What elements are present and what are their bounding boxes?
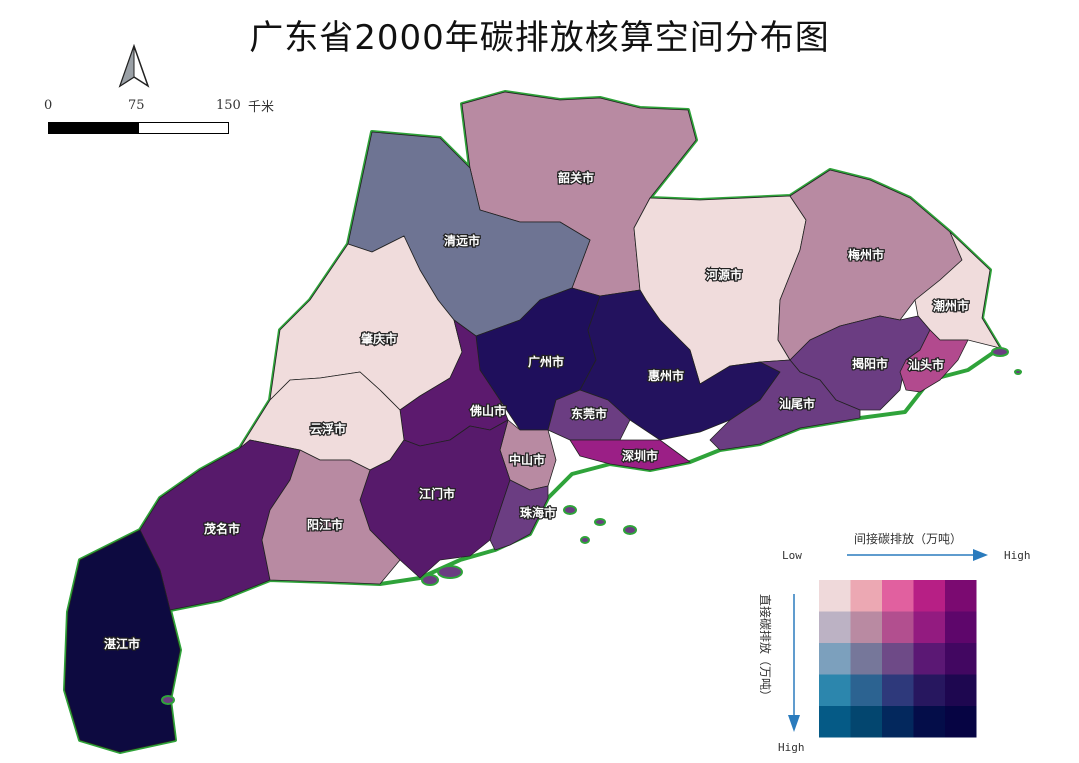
legend-grid [819,580,977,738]
legend-cell-r0-c1 [850,580,882,612]
label-guangzhou: 广州市 [528,354,564,369]
scale-bar-white [138,122,229,134]
label-qingyuan: 清远市 [444,233,480,248]
legend-cell-r4-c4 [945,706,977,738]
north-arrow-icon [118,44,150,88]
label-jieyang: 揭阳市 [852,356,888,371]
legend-cell-r3-c1 [850,674,882,706]
label-shenzhen: 深圳市 [622,448,658,463]
region-shantou [899,329,969,393]
label-shaoguan: 韶关市 [558,170,594,185]
legend-cell-r3-c4 [945,674,977,706]
legend-cell-r2-c3 [913,643,945,675]
legend-cell-r0-c3 [913,580,945,612]
legend-cell-r2-c2 [882,643,914,675]
label-zhuhai: 珠海市 [520,505,556,520]
legend-cell-r4-c3 [913,706,945,738]
legend-cell-r2-c1 [850,643,882,675]
scale-tick-150: 150 [216,98,241,113]
region-yangjiang [261,449,401,585]
legend-cell-r1-c0 [819,611,851,643]
legend-cell-r4-c0 [819,706,851,738]
island [594,518,606,526]
scale-tick-0: 0 [44,98,53,113]
legend-cell-r3-c2 [882,674,914,706]
bivariate-legend: 间接碳排放（万吨） Low High 直接碳排放（万吨） High [760,531,1031,754]
label-yunfu: 云浮市 [310,421,346,436]
label-heyuan: 河源市 [705,267,742,282]
label-chaozhou: 潮州市 [933,298,969,313]
legend-y-title: 直接碳排放（万吨） [760,594,773,702]
legend-y-high: High [778,741,805,754]
legend-cell-r0-c2 [882,580,914,612]
legend-cell-r4-c1 [850,706,882,738]
label-jiangmen: 江门市 [419,486,455,501]
label-shanwei: 汕尾市 [779,396,815,411]
island [421,574,439,586]
region-shenzhen [569,439,691,471]
label-maoming: 茂名市 [204,521,240,536]
island [991,347,1009,357]
legend-cell-r1-c4 [945,611,977,643]
island [437,565,463,579]
legend-x-arrow-icon [973,549,988,561]
legend-cell-r1-c2 [882,611,914,643]
label-dongguan: 东莞市 [571,406,607,421]
island [563,505,577,515]
legend-x-title: 间接碳排放（万吨） [854,531,962,546]
label-meizhou: 梅州市 [848,247,884,262]
island [580,536,590,544]
legend-cell-r1-c3 [913,611,945,643]
legend-cell-r1-c1 [850,611,882,643]
label-zhaoqing: 肇庆市 [361,331,397,346]
label-shantou: 汕头市 [908,357,944,372]
map-title: 广东省2000年碳排放核算空间分布图 [249,18,830,58]
legend-cell-r0-c0 [819,580,851,612]
legend-x-low: Low [782,549,802,562]
region-zhanjiang [64,529,181,753]
label-huizhou: 惠州市 [648,368,684,383]
scale-unit: 千米 [248,100,275,115]
legend-cell-r0-c4 [945,580,977,612]
legend-cell-r3-c3 [913,674,945,706]
region-shanwei [709,359,861,451]
island [623,525,637,535]
label-yangjiang: 阳江市 [307,517,343,532]
legend-cell-r2-c4 [945,643,977,675]
legend-cell-r2-c0 [819,643,851,675]
island [1014,369,1022,375]
legend-cell-r3-c0 [819,674,851,706]
legend-y-arrow-icon [788,715,800,732]
island [161,695,175,705]
region-zhuhai [489,479,549,551]
legend-x-high: High [1004,549,1031,562]
label-foshan: 佛山市 [469,403,506,418]
label-zhanjiang: 湛江市 [104,636,140,651]
legend-cell-r4-c2 [882,706,914,738]
scale-tick-75: 75 [128,98,145,113]
label-zhongshan: 中山市 [509,452,545,467]
